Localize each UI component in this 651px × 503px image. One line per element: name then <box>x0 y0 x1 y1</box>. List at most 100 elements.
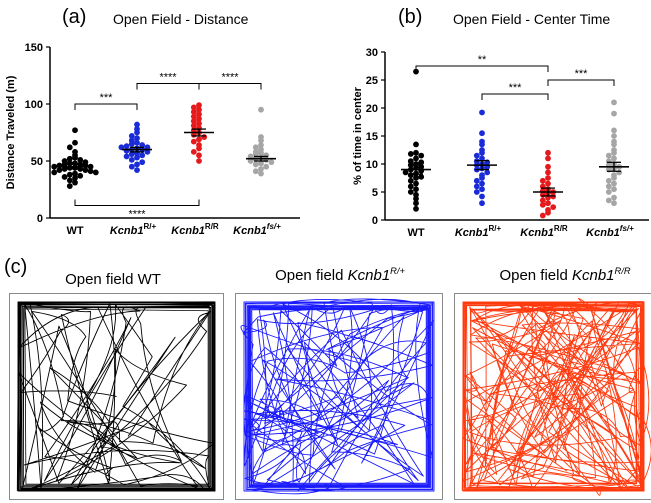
data-point <box>545 209 551 216</box>
data-point <box>72 170 78 177</box>
track-box-wt <box>9 293 224 500</box>
x-tick-label: Kcnb1R/R <box>520 224 568 239</box>
data-point <box>87 163 94 170</box>
data-point <box>413 205 419 212</box>
data-point <box>479 175 485 181</box>
data-point <box>611 175 617 181</box>
data-point <box>196 102 202 109</box>
data-point <box>407 183 414 190</box>
significance-label: *** <box>509 82 523 94</box>
data-point <box>134 167 140 174</box>
data-point <box>128 133 135 139</box>
data-point <box>128 151 135 158</box>
x-tick-label: Kcnb1R/R <box>171 222 219 237</box>
y-axis-label: % of time in center <box>352 86 364 185</box>
data-point <box>413 195 419 202</box>
significance-label: ** <box>478 54 487 66</box>
data-point <box>190 113 197 120</box>
significance-label: **** <box>221 71 239 83</box>
y-tick-label: 100 <box>25 99 43 111</box>
significance-bracket <box>198 82 262 90</box>
data-point <box>72 154 78 161</box>
x-tick-label: Kcnb1R/+ <box>110 222 157 237</box>
significance-bracket <box>136 82 200 90</box>
data-point <box>72 139 78 146</box>
data-point <box>190 138 197 145</box>
data-point <box>605 189 612 195</box>
data-point <box>196 145 202 152</box>
data-point <box>413 155 419 162</box>
panel-b-title: Open Field - Center Time <box>453 11 611 27</box>
data-point <box>56 167 63 174</box>
data-point <box>479 186 485 193</box>
data-point <box>196 111 202 118</box>
significance-label: **** <box>159 71 177 83</box>
data-point <box>539 201 546 208</box>
data-point <box>611 127 617 134</box>
data-point <box>134 154 140 161</box>
x-tick-label: Kcnb1fs/+ <box>586 224 634 239</box>
data-point <box>545 200 551 207</box>
track-r-plus <box>240 298 435 495</box>
data-point <box>611 149 617 156</box>
data-point <box>61 166 68 172</box>
track-box-r-r <box>454 293 651 500</box>
data-point <box>201 134 208 140</box>
data-point <box>134 129 140 136</box>
data-point <box>82 167 89 174</box>
data-point <box>247 158 254 164</box>
trajectory-path <box>240 298 435 495</box>
data-point <box>611 194 617 201</box>
data-point <box>418 159 425 166</box>
y-axis-label: Distance Traveled (m) <box>5 75 17 189</box>
trajectory-path <box>462 297 651 496</box>
significance-bracket <box>547 79 615 86</box>
data-point <box>92 169 99 176</box>
data-point <box>258 137 264 144</box>
data-point <box>258 142 264 148</box>
data-point <box>144 144 151 151</box>
trajectory-edge-path <box>16 301 216 492</box>
significance-bracket <box>74 103 138 110</box>
data-point <box>545 163 551 170</box>
significance-bracket <box>415 65 549 72</box>
data-point <box>479 193 485 200</box>
data-point <box>479 130 485 137</box>
data-point <box>144 148 151 155</box>
data-point <box>128 156 135 163</box>
data-point <box>611 110 617 117</box>
data-point <box>263 156 270 163</box>
data-point <box>134 121 140 128</box>
data-point <box>123 153 130 160</box>
data-point <box>268 159 275 166</box>
data-point <box>263 163 270 170</box>
significance-label: *** <box>100 92 114 104</box>
track-box-r-plus <box>235 293 443 500</box>
data-point <box>66 183 73 189</box>
data-point <box>51 163 58 170</box>
data-point <box>413 180 419 187</box>
y-tick-label: 30 <box>366 47 378 59</box>
y-tick-label: 15 <box>366 131 378 143</box>
data-point <box>407 151 414 157</box>
data-point <box>123 147 130 154</box>
panel-c-letter: (c) <box>4 256 28 278</box>
data-point <box>258 160 264 167</box>
data-point <box>196 115 202 122</box>
data-point <box>258 170 264 177</box>
data-point <box>66 164 73 171</box>
data-point <box>190 122 197 129</box>
data-point <box>413 141 419 148</box>
data-point <box>134 161 140 168</box>
data-point <box>605 183 612 190</box>
data-point <box>61 174 68 180</box>
data-point <box>77 156 84 163</box>
data-point <box>479 109 485 116</box>
y-tick-label: 10 <box>366 159 378 171</box>
data-point <box>413 149 419 156</box>
track-title-r-r: Open field Kcnb1R/R <box>499 266 631 284</box>
data-point <box>473 177 480 184</box>
data-point <box>252 168 259 175</box>
data-point <box>611 200 617 207</box>
data-point <box>87 168 94 175</box>
